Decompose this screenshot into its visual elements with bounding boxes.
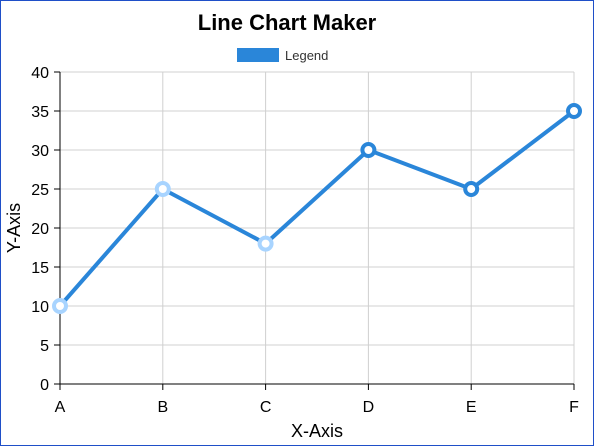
data-point[interactable] <box>463 181 480 197</box>
x-tick-label: B <box>157 399 168 416</box>
x-tick-label: C <box>260 399 272 416</box>
y-tick-labels: 0 5 10 15 20 25 30 35 40 <box>31 65 49 394</box>
legend-label: Legend <box>285 48 328 63</box>
series-line-group <box>58 109 576 308</box>
data-point[interactable] <box>154 181 171 197</box>
data-points <box>52 103 582 314</box>
x-axis-label: X-Axis <box>291 421 343 441</box>
series-line <box>58 109 576 308</box>
data-point[interactable] <box>52 298 68 314</box>
y-tick-label: 0 <box>40 377 49 394</box>
y-tick-label: 10 <box>31 299 49 316</box>
y-tick-label: 40 <box>31 65 49 82</box>
legend-swatch <box>237 48 279 62</box>
data-point[interactable] <box>566 103 582 119</box>
axes <box>54 71 575 390</box>
data-point[interactable] <box>257 235 274 252</box>
x-tick-label: E <box>466 399 477 416</box>
chart-title: Line Chart Maker <box>198 10 377 35</box>
x-tick-label: D <box>363 399 375 416</box>
data-point[interactable] <box>360 142 377 158</box>
grid <box>59 71 575 385</box>
x-tick-label: F <box>569 399 579 416</box>
y-tick-label: 20 <box>31 221 49 238</box>
y-tick-label: 30 <box>31 143 49 160</box>
y-axis-label: Y-Axis <box>4 203 24 253</box>
x-tick-labels: A B C D E F <box>55 399 579 416</box>
y-tick-label: 35 <box>31 104 49 121</box>
x-tick-label: A <box>55 399 66 416</box>
y-tick-label: 25 <box>31 182 49 199</box>
legend[interactable]: Legend <box>237 48 328 63</box>
y-tick-label: 5 <box>40 338 49 355</box>
y-tick-label: 15 <box>31 260 49 277</box>
